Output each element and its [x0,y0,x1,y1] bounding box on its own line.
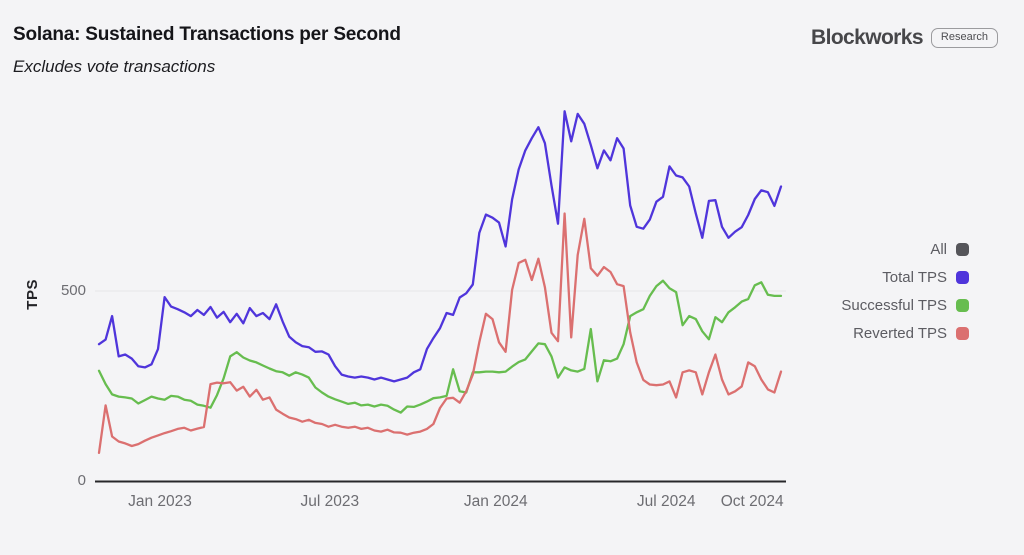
legend-swatch [956,242,969,256]
x-tick-oct-2024: Oct 2024 [720,493,784,510]
legend-item-all[interactable]: All [841,235,969,263]
blockworks-logo: Blockworks Research [811,26,998,50]
legend-item-reverted-tps[interactable]: Reverted TPS [841,319,969,347]
x-tick-jul-2023: Jul 2023 [300,493,360,510]
legend-label: All [930,240,947,258]
legend-label: Successful TPS [841,296,947,314]
reverted-tps-line [97,212,783,455]
legend-swatch [956,326,969,340]
successful-tps-line [97,279,783,414]
chart-title: Solana: Sustained Transactions per Secon… [13,24,401,45]
y-tick-0: 0 [77,472,86,489]
legend-label: Reverted TPS [853,324,947,342]
legend-item-successful-tps[interactable]: Successful TPS [841,291,969,319]
chart-subtitle: Excludes vote transactions [13,57,216,76]
x-tick-jan-2024: Jan 2024 [463,493,528,510]
legend-swatch [956,298,969,312]
y-tick-500: 500 [60,282,86,299]
research-badge: Research [930,28,998,48]
legend-swatch [956,270,969,284]
blockworks-wordmark: Blockworks [811,26,923,49]
chart-legend: All Total TPS Successful TPS Reverted TPS [841,235,969,347]
total-tps-line [97,110,783,383]
x-tick-jul-2024: Jul 2024 [636,493,696,510]
legend-label: Total TPS [882,268,947,286]
legend-item-total-tps[interactable]: Total TPS [841,263,969,291]
x-tick-jan-2023: Jan 2023 [128,493,192,510]
